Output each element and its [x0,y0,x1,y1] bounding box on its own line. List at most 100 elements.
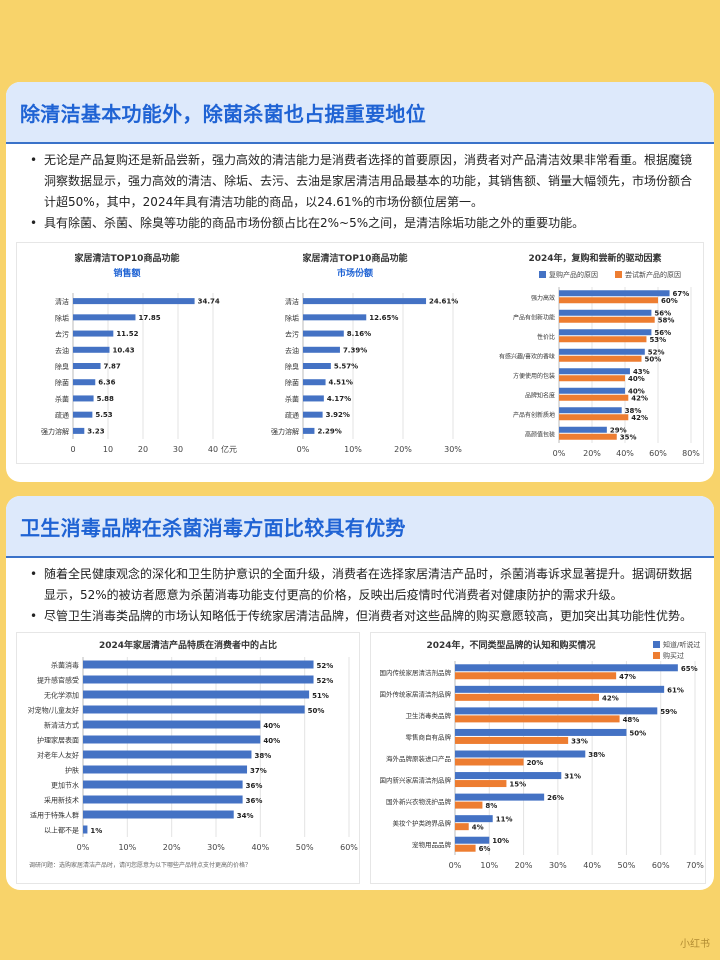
bar [455,780,507,788]
chart-title: 2024年，复购和尝新的驱动因素 [528,252,661,264]
tick-label: 40% [583,861,601,870]
category-label: 以上都不是 [44,826,79,835]
data-label: 7.39% [343,346,367,354]
category-label: 国内传统家居清洁剂品牌 [380,668,452,677]
bar [559,414,629,421]
category-label: 有感兴趣/喜欢的香味 [499,352,555,360]
category-label: 除臭 [285,362,299,371]
data-label: 1% [90,827,102,835]
bar [455,672,617,680]
bar [83,660,314,669]
data-label: 4.51% [329,379,353,387]
tick-label: 70% [686,861,704,870]
data-label: 11% [496,816,513,824]
tick-label: 50% [296,843,314,852]
data-label: 36% [246,782,263,790]
bar [73,363,101,369]
tick-label: 10% [344,445,362,454]
data-label: 52% [317,662,334,670]
category-label: 宠物用品品牌 [412,840,452,849]
data-label: 52% [317,677,334,685]
bar [455,815,493,823]
category-label: 杀菌 [285,394,299,403]
category-label: 杀菌消毒 [51,661,79,670]
data-label: 3.23 [87,427,104,435]
bar [83,705,305,714]
tick-label: 0% [449,861,462,870]
data-label: 47% [619,673,636,681]
data-label: 40% [263,722,280,730]
chart-title: 2024年家居清洁产品特质在消费者中的占比 [99,639,277,651]
bullet-item: 尽管卫生消毒类品牌的市场认知略低于传统家居清洁品牌，但消费者对这些品牌的购买意愿… [30,606,698,627]
category-label: 强力溶解 [271,427,299,436]
bullet-list-1: 无论是产品复购还是新品尝新，强力高效的清洁能力是消费者选择的首要原因，消费者对产… [6,144,714,234]
tick-label: 30 [173,445,183,454]
data-label: 5.57% [334,363,358,371]
category-label: 产品有创新质地 [513,411,555,419]
data-label: 37% [250,767,267,775]
data-label: 6.36 [98,379,115,387]
category-label: 清洁 [55,297,69,306]
legend-label: 购买过 [663,651,684,660]
data-label: 24.61% [429,298,458,306]
bar [83,750,252,759]
data-label: 38% [588,751,605,759]
tick-label: 0 [70,445,75,454]
bar [303,411,323,418]
bar [455,758,524,766]
bar [559,426,607,433]
category-label: 杀菌 [55,394,69,403]
bar [73,379,96,386]
tick-label: 40% [616,449,634,458]
chart-attributes-2024: 2024年家居清洁产品特质在消费者中的占比 0% 10% 20% 30% 40% 50% 60… [28,639,359,869]
chart-subtitle: 销售额 [113,267,140,279]
bar [455,707,658,715]
category-label: 去油 [55,346,69,355]
data-label: 3.92% [326,411,350,419]
data-label: 38% [254,752,271,760]
bar [455,693,599,701]
tick-label: 40 [208,445,218,454]
bar [559,407,622,414]
bar [83,735,261,744]
category-label: 美妆个护类跨界品牌 [393,819,452,828]
category-label: 对老年人友好 [37,751,79,760]
data-label: 51% [312,692,329,700]
chart-panel-1: 家居清洁TOP10商品功能 销售额 0 10 20 30 40 亿元 清洁 34.74 除垢 17.8… [16,242,704,464]
bar [73,427,85,434]
category-label: 除菌 [285,378,299,387]
bar [303,314,367,321]
data-label: 59% [660,708,677,716]
bar [83,720,261,729]
bar [455,685,665,693]
category-label: 强力高效 [531,294,555,302]
legend-label: 知道/听说过 [663,640,700,649]
bar [559,336,647,343]
bar [303,346,340,353]
data-label: 52% [648,348,665,356]
bar [559,387,625,394]
data-label: 4% [472,824,484,832]
data-label: 12.65% [369,314,398,322]
bar [559,368,630,375]
tick-label: 10% [480,861,498,870]
bar [83,675,314,684]
tick-label: 20% [583,449,601,458]
bar [455,750,586,758]
data-label: 40% [628,375,645,383]
data-label: 10.43 [113,346,135,354]
legend-label: 尝试新产品的原因 [625,270,681,279]
tick-label: 20 [138,445,148,454]
category-label: 无化学添加 [44,691,79,700]
tick-label: 60% [649,449,667,458]
tick-label: 60% [340,843,358,852]
category-label: 适用于特殊人群 [30,811,79,820]
category-label: 除垢 [285,313,299,322]
data-label: 50% [629,729,646,737]
data-label: 42% [602,694,619,702]
data-label: 50% [308,707,325,715]
footnote: 调研问题：选购家居清洁产品时，请问您愿意为以下哪些产品特点支付更高的价格？ [29,861,251,869]
bar [455,801,483,809]
section-card-2: 卫生消毒品牌在杀菌消毒方面比较具有优势 随着全民健康观念的深化和卫生防护意识的全… [6,496,714,890]
